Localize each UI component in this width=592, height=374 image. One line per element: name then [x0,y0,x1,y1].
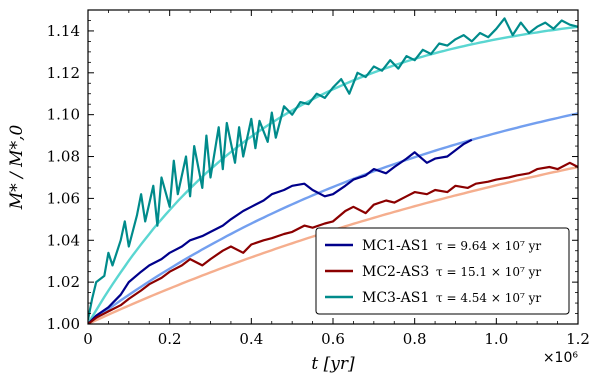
x-tick-label: 0.6 [321,330,345,348]
y-tick-label: 1.02 [47,273,80,291]
legend-series-name: MC1-AS1 [362,238,429,254]
x-tick-label: 1.2 [566,330,590,348]
legend-entry: MC1-AS1 τ = 9.64 × 10⁷ yr [325,238,541,254]
x-tick-label: 0.8 [403,330,427,348]
legend-entry: MC2-AS3 τ = 15.1 × 10⁷ yr [325,264,541,280]
legend-box [315,227,570,315]
y-tick-label: 1.00 [47,315,80,333]
y-tick-label: 1.10 [47,106,80,124]
fit-curve [88,25,578,324]
data-series [88,17,578,324]
y-axis-label: M* / M*,0 [7,125,27,211]
legend-series-name: MC3-AS1 [362,290,429,306]
legend-series-name: MC2-AS3 [362,264,429,280]
y-tick-label: 1.08 [47,148,80,166]
legend-series-tau: τ = 9.64 × 10⁷ yr [436,239,541,253]
x-multiplier-label: ×10⁶ [543,350,579,366]
x-axis-label: t [yr] [311,354,355,374]
legend-entry: MC3-AS1 τ = 4.54 × 10⁷ yr [325,290,541,306]
legend: MC1-AS1 τ = 9.64 × 10⁷ yr MC2-AS3 τ = 15… [315,227,570,315]
y-tick-label: 1.06 [47,189,80,207]
y-tick-label: 1.04 [47,231,80,249]
legend-series-tau: τ = 15.1 × 10⁷ yr [436,265,541,279]
series-line [88,138,473,324]
axis-ticks: 0 0.2 0.4 0.6 0.8 1.0 1.2 1.00 1.02 1.04 1.06 1.08 1… [47,9,590,348]
x-tick-label: 1.0 [484,330,508,348]
y-tick-label: 1.12 [47,64,80,82]
series-line [88,161,578,324]
x-tick-label: 0 [83,330,93,348]
series-line [88,17,578,321]
y-tick-label: 1.14 [47,22,80,40]
x-tick-label: 0.2 [158,330,182,348]
fit-curve [88,112,578,324]
legend-series-tau: τ = 4.54 × 10⁷ yr [436,291,541,305]
x-tick-label: 0.4 [239,330,263,348]
